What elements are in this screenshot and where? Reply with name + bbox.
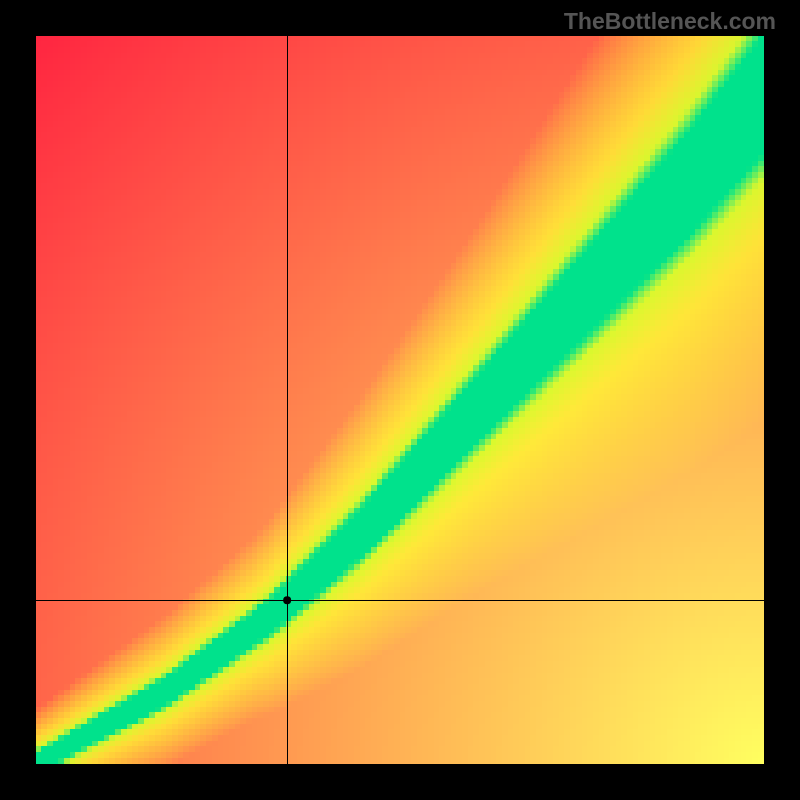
watermark-text: TheBottleneck.com — [564, 8, 776, 35]
bottleneck-heatmap — [36, 36, 764, 764]
chart-container: TheBottleneck.com — [0, 0, 800, 800]
